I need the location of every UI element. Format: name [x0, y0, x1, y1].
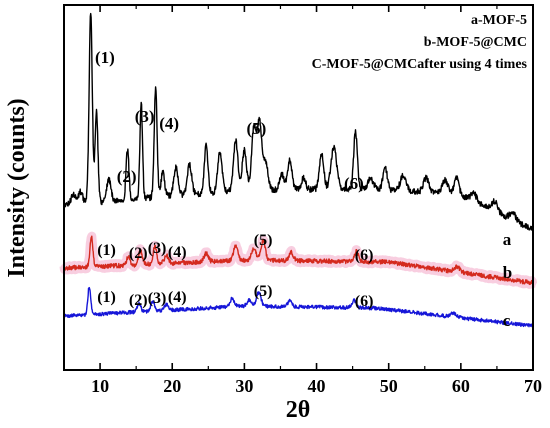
- peak-label-a-4: (4): [159, 114, 179, 133]
- peak-label-a-6: (6): [344, 174, 364, 193]
- x-tick-label: 60: [452, 376, 470, 396]
- peak-label-a-3: (3): [135, 107, 155, 126]
- plot-frame: [63, 4, 534, 371]
- peak-label-c-3: (3): [148, 290, 167, 307]
- peak-label-b-4: (4): [168, 244, 187, 261]
- series-b-line: [63, 235, 534, 286]
- x-tick-label: 10: [91, 376, 109, 396]
- series-layer: [59, 12, 538, 328]
- peak-label-b-2: (2): [129, 245, 148, 262]
- peak-label-c-2: (2): [129, 292, 148, 309]
- series-a-line: [63, 12, 534, 232]
- legend-entry-c: C-MOF-5@CMCafter using 4 times: [312, 57, 528, 72]
- y-axis-title: Intensity (counts): [4, 98, 30, 277]
- peak-label-a-1: (1): [95, 48, 115, 67]
- x-tick-label: 50: [380, 376, 398, 396]
- peak-label-c-5: (5): [254, 283, 273, 300]
- ticks-layer: 10 20 30 40 50 60 70: [63, 5, 542, 396]
- legend-entry-b: b-MOF-5@CMC: [424, 35, 527, 50]
- peak-label-c-4: (4): [168, 289, 187, 306]
- x-tick-label: 40: [308, 376, 326, 396]
- x-tick-label: 20: [163, 376, 181, 396]
- legend-entry-a: a-MOF-5: [471, 13, 527, 28]
- legend: a-MOF-5 b-MOF-5@CMC C-MOF-5@CMCafter usi…: [312, 13, 528, 72]
- x-axis-title: 2θ: [286, 397, 311, 423]
- labels-layer: (1)(2)(3) (4) (5)(6)a(1) (2) (3) (4)(5)(6)b(1…: [95, 48, 512, 330]
- x-tick-label: 30: [235, 376, 253, 396]
- peak-label-c-6: (6): [355, 293, 374, 310]
- peak-label-b-1: (1): [97, 242, 116, 259]
- series-tag-c: c: [503, 311, 511, 330]
- peak-label-b-5: (5): [254, 232, 273, 249]
- peak-label-b-6: (6): [355, 247, 374, 264]
- peak-label-a-5: (5): [247, 119, 267, 138]
- peak-label-b-3: (3): [148, 240, 167, 257]
- x-tick-label: 70: [524, 376, 542, 396]
- series-c-line: [63, 286, 534, 328]
- peak-label-c-1: (1): [97, 289, 116, 306]
- peak-label-a-2: (2): [117, 167, 137, 186]
- series-tag-b: b: [503, 263, 512, 282]
- series-tag-a: a: [503, 230, 512, 249]
